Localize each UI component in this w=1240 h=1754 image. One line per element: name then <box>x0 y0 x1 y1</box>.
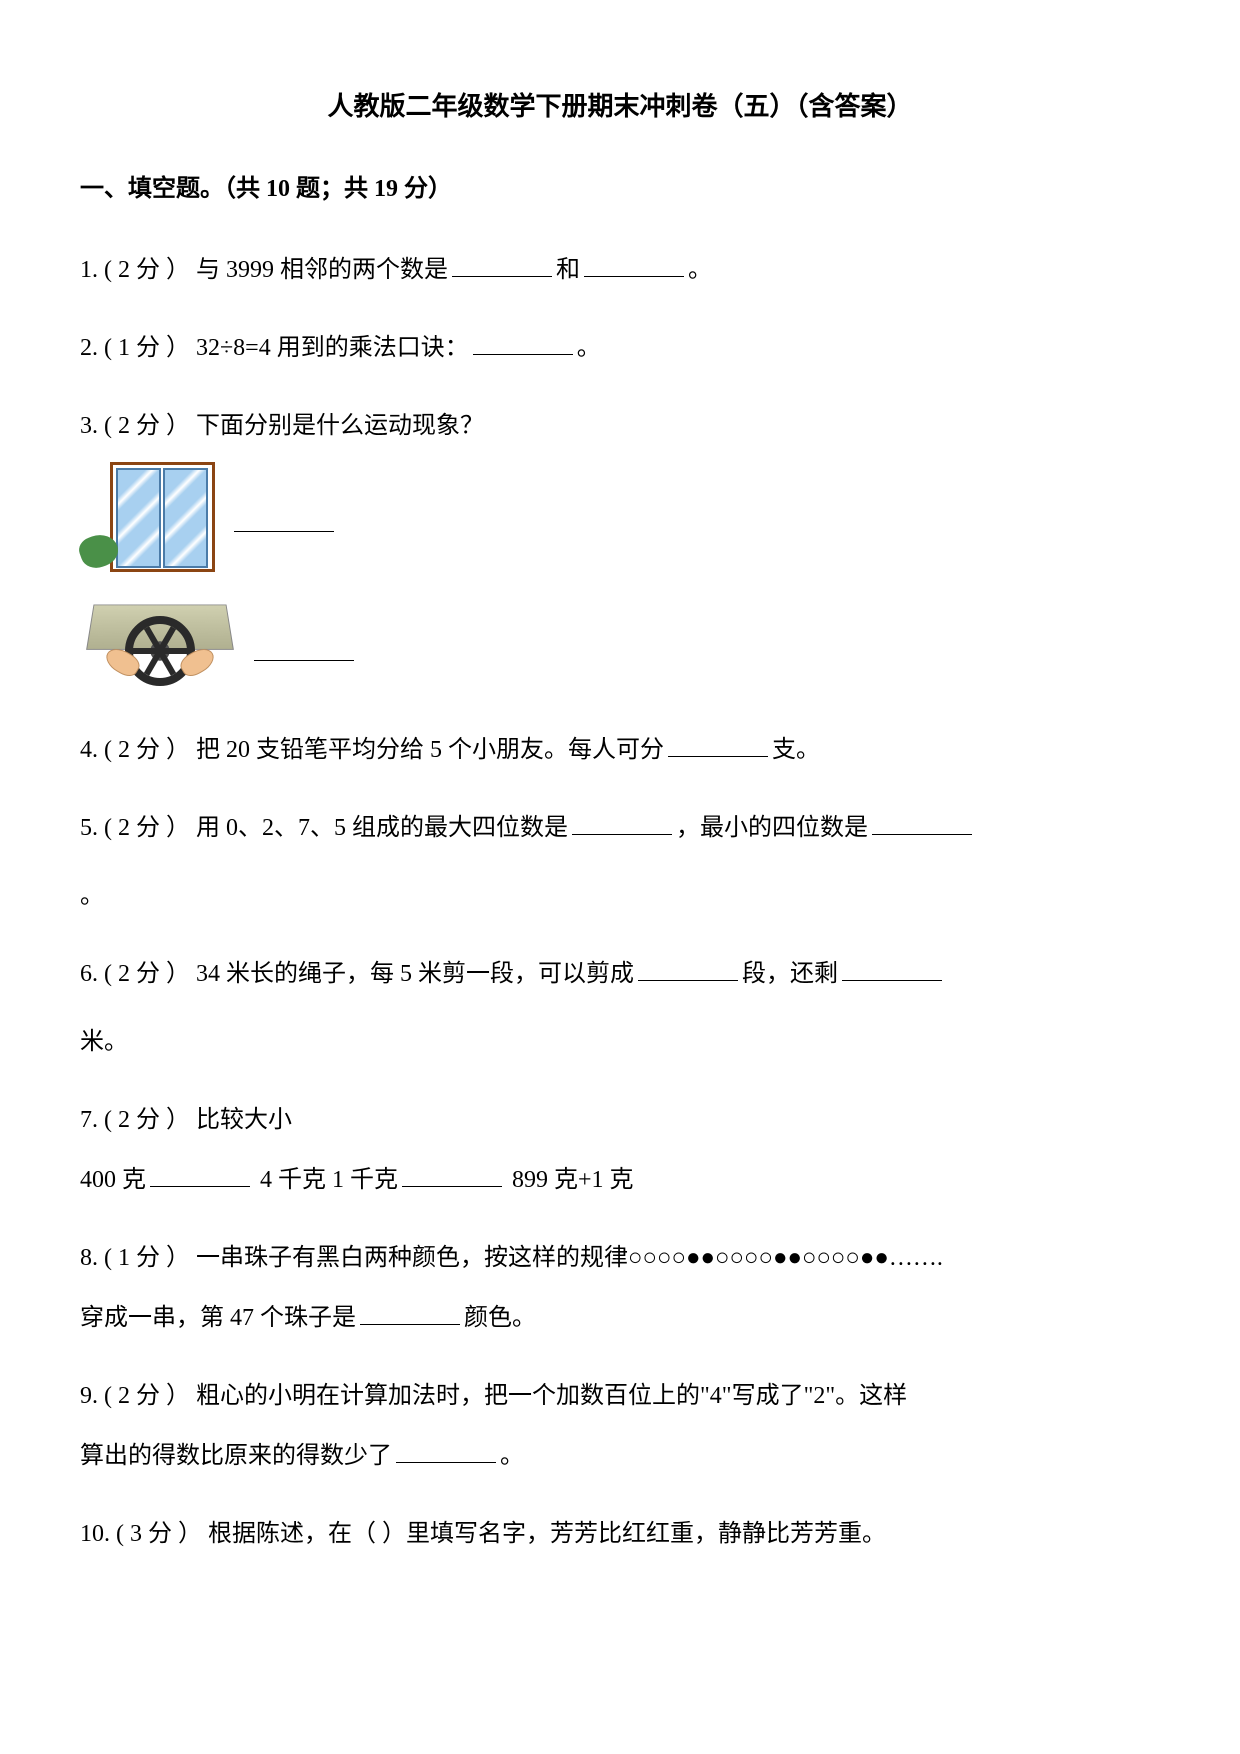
q1-text-after: 。 <box>688 257 712 283</box>
question-7-line2: 400 克 4 千克 1 千克 899 克+1 克 <box>80 1156 1160 1204</box>
question-7: 7. ( 2 分 ） 比较大小 <box>80 1096 1160 1144</box>
question-8-line2: 穿成一串，第 47 个珠子是 颜色。 <box>80 1294 1160 1342</box>
question-9: 9. ( 2 分 ） 粗心的小明在计算加法时，把一个加数百位上的"4"写成了"2… <box>80 1372 1160 1420</box>
blank <box>842 959 942 981</box>
q7-c: 899 克+1 克 <box>506 1167 634 1193</box>
q10-text: 10. ( 3 分 ） 根据陈述，在（ ）里填写名字，芳芳比红红重，静静比芳芳重… <box>80 1521 886 1547</box>
blank <box>584 255 684 277</box>
blank <box>572 813 672 835</box>
q9-line2-after: 。 <box>500 1443 524 1469</box>
blank <box>150 1165 250 1187</box>
question-2: 2. ( 1 分 ） 32÷8=4 用到的乘法口诀： 。 <box>80 324 1160 372</box>
q5-text-before: 5. ( 2 分 ） 用 0、2、7、5 组成的最大四位数是 <box>80 815 568 841</box>
section-header: 一、填空题。（共 10 题；共 19 分） <box>80 170 1160 208</box>
question-9-line2: 算出的得数比原来的得数少了 。 <box>80 1432 1160 1480</box>
blank <box>402 1165 502 1187</box>
q9-line1: 9. ( 2 分 ） 粗心的小明在计算加法时，把一个加数百位上的"4"写成了"2… <box>80 1383 907 1409</box>
window-pane <box>116 468 161 568</box>
q3-image-steering <box>80 596 1160 696</box>
q7-b: 4 千克 1 千克 <box>254 1167 398 1193</box>
question-8: 8. ( 1 分 ） 一串珠子有黑白两种颜色，按这样的规律○○○○●●○○○○●… <box>80 1234 1160 1282</box>
q3-text: 3. ( 2 分 ） 下面分别是什么运动现象？ <box>80 413 484 439</box>
question-6: 6. ( 2 分 ） 34 米长的绳子，每 5 米剪一段，可以剪成 段，还剩 <box>80 950 1160 998</box>
question-1: 1. ( 2 分 ） 与 3999 相邻的两个数是 和 。 <box>80 246 1160 294</box>
q6-text-after: 米。 <box>80 1029 128 1055</box>
blank <box>360 1303 460 1325</box>
window-frame <box>110 462 215 572</box>
q8-line2-before: 穿成一串，第 47 个珠子是 <box>80 1305 356 1331</box>
blank <box>234 510 334 532</box>
q9-line2-before: 算出的得数比原来的得数少了 <box>80 1443 392 1469</box>
window-illustration <box>80 462 220 582</box>
q2-text-before: 2. ( 1 分 ） 32÷8=4 用到的乘法口诀： <box>80 335 469 361</box>
blank <box>872 813 972 835</box>
q2-text-after: 。 <box>577 335 601 361</box>
q5-text-mid: ，最小的四位数是 <box>676 815 868 841</box>
blank <box>668 735 768 757</box>
window-pane <box>163 468 208 568</box>
blank <box>254 639 354 661</box>
q5-continue: 。 <box>80 872 1160 920</box>
q4-text-after: 支。 <box>772 737 820 763</box>
steering-wheel-icon <box>125 616 195 686</box>
q5-text-after: 。 <box>80 883 104 909</box>
q7-a: 400 克 <box>80 1167 146 1193</box>
blank <box>452 255 552 277</box>
q8-line2-after: 颜色。 <box>464 1305 536 1331</box>
question-4: 4. ( 2 分 ） 把 20 支铅笔平均分给 5 个小朋友。每人可分 支。 <box>80 726 1160 774</box>
question-3: 3. ( 2 分 ） 下面分别是什么运动现象？ <box>80 402 1160 450</box>
q4-text-before: 4. ( 2 分 ） 把 20 支铅笔平均分给 5 个小朋友。每人可分 <box>80 737 664 763</box>
blank <box>638 959 738 981</box>
blank <box>396 1441 496 1463</box>
page-title: 人教版二年级数学下册期末冲刺卷（五）（含答案） <box>80 86 1160 128</box>
q3-image-window <box>80 462 1160 582</box>
question-10: 10. ( 3 分 ） 根据陈述，在（ ）里填写名字，芳芳比红红重，静静比芳芳重… <box>80 1510 1160 1558</box>
q6-continue: 米。 <box>80 1018 1160 1066</box>
q1-text-mid: 和 <box>556 257 580 283</box>
blank <box>473 333 573 355</box>
steering-illustration <box>80 596 240 696</box>
question-5: 5. ( 2 分 ） 用 0、2、7、5 组成的最大四位数是 ，最小的四位数是 <box>80 804 1160 852</box>
q6-text-before: 6. ( 2 分 ） 34 米长的绳子，每 5 米剪一段，可以剪成 <box>80 961 634 987</box>
q7-text: 7. ( 2 分 ） 比较大小 <box>80 1107 292 1133</box>
q1-text-before: 1. ( 2 分 ） 与 3999 相邻的两个数是 <box>80 257 448 283</box>
q6-text-mid: 段，还剩 <box>742 961 838 987</box>
q8-line1: 8. ( 1 分 ） 一串珠子有黑白两种颜色，按这样的规律○○○○●●○○○○●… <box>80 1245 943 1271</box>
